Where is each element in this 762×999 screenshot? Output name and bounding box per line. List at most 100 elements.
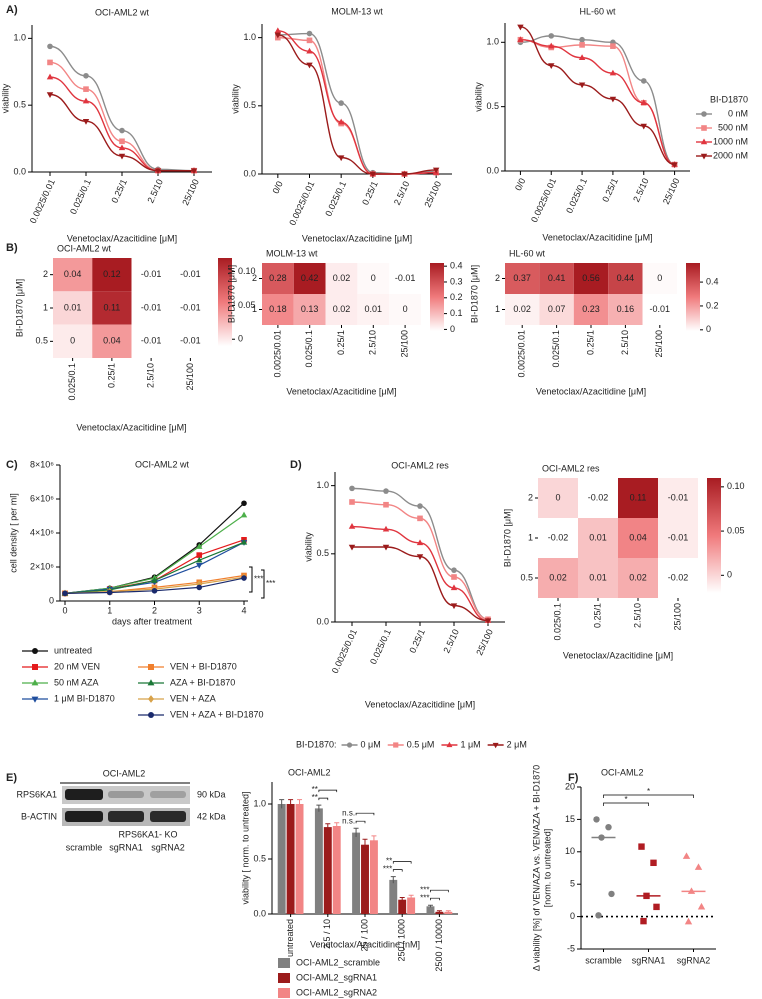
cell-label: 0.37 [513, 273, 531, 283]
curve [520, 26, 675, 166]
heatmap-cell [170, 258, 210, 292]
cell-label: 0.02 [629, 572, 647, 582]
data-point [306, 37, 313, 44]
y-tick-label: 10 [565, 846, 575, 856]
y-tick-label: 0.5 [486, 101, 499, 111]
y-tick-label: 2 [528, 492, 533, 502]
x-tick-label: 2500 / 10000 [434, 919, 444, 972]
bar [426, 906, 435, 914]
heatmap-cell [131, 291, 171, 325]
data-point [650, 859, 657, 867]
heatmap-cell [578, 478, 618, 518]
y-tick-label: 1.0 [13, 33, 26, 43]
y-tick-label: 2 [252, 273, 257, 283]
y-tick-label: 5 [570, 879, 575, 889]
data-point [83, 86, 89, 92]
data-point [593, 816, 600, 823]
cell-label: 0 [657, 273, 662, 283]
colorbar-label: 0.4 [450, 261, 463, 271]
colorbar-label: 0.10 [238, 266, 256, 276]
blot-band [150, 791, 186, 798]
cell-label: -0.01 [668, 532, 689, 542]
blot-title: OCI-AML2 [103, 768, 146, 778]
y-tick-label: 1.0 [486, 37, 499, 47]
data-point [151, 588, 158, 594]
x-tick-label: 0.0025/0.01 [272, 330, 282, 378]
heatmap-cell [131, 324, 171, 358]
chart-title: OCI-AML2 [288, 767, 331, 777]
bar [407, 897, 416, 914]
x-axis-label: Venetoclax/Azacitidine [μM] [286, 386, 396, 396]
data-point [46, 92, 54, 98]
data-point [548, 42, 555, 49]
curve [277, 32, 437, 175]
colorbar-label: 0.2 [706, 300, 719, 310]
heatmap-cell [170, 324, 210, 358]
y-tick-label: 0.5 [13, 100, 26, 110]
y-axis-label: viability [ norm. to untreated] [240, 791, 250, 904]
legend-label: 20 nM VEN [54, 661, 100, 671]
data-point [417, 503, 423, 509]
legend-label: VEN + BI-D1870 [170, 661, 237, 671]
heatmap-cell [658, 478, 698, 518]
y-axis-label: viability [473, 82, 483, 112]
heatmap-cell [262, 263, 294, 294]
data-point [382, 544, 390, 551]
chart-title: OCI-AML2 res [391, 460, 449, 470]
cell-label: 0 [555, 492, 560, 502]
y-axis-label: BI-D1870 [μM] [502, 509, 512, 567]
heatmap-cell [389, 294, 421, 325]
significance-bracket [603, 794, 694, 798]
x-tick-label: 0.0025/0.01 [517, 330, 527, 378]
heatmap-cell [608, 263, 643, 294]
data-point [595, 912, 602, 919]
error-bar [445, 910, 451, 913]
cell-label: 0.12 [103, 269, 121, 279]
heatmap-cell [573, 263, 609, 294]
significance-label: *** [266, 579, 275, 588]
cell-label: 0.01 [589, 572, 607, 582]
legend-swatch [278, 958, 290, 968]
data-point [190, 168, 198, 175]
data-point [306, 30, 313, 37]
data-point [240, 538, 248, 545]
western-blot: E) OCI-AML2 RPS6KA1 B-ACTIN 90 kDa 42 kD… [6, 768, 226, 852]
legend-label: VEN + AZA [170, 693, 216, 703]
cell-label: 0.56 [582, 273, 600, 283]
heatmap-cell [658, 558, 698, 598]
significance-label: ** [312, 793, 318, 802]
x-tick-label: 0.0025/0.01 [287, 180, 316, 227]
y-axis-label: viability [303, 532, 313, 562]
x-tick-label: 0.25/1 [106, 363, 116, 388]
legend-marker [346, 742, 353, 748]
heatmap-cell [325, 294, 358, 325]
cell-label: 0.04 [64, 269, 82, 279]
bar [361, 844, 369, 914]
colorbar-label: 0.2 [450, 292, 463, 302]
error-bar [390, 876, 396, 884]
data-point [383, 488, 389, 494]
x-axis-label: days after treatment [112, 616, 193, 626]
heatmap-cell [262, 294, 294, 325]
x-tick-label: 25 / 100 [359, 919, 369, 952]
chart-title: OCI-AML2 wt [95, 7, 150, 17]
data-point [306, 62, 313, 69]
x-tick-label: 25/100 [474, 628, 495, 657]
panel-label: A) [6, 4, 18, 16]
error-bar [288, 799, 294, 809]
colorbar-label: 0.3 [450, 276, 463, 286]
cell-label: -0.01 [650, 304, 671, 314]
legend-title: BI-D1870: [296, 739, 337, 749]
curve [520, 35, 675, 166]
error-bar [297, 799, 303, 809]
data-point [196, 556, 203, 563]
data-point [578, 54, 586, 60]
chart-title: MOLM-13 wt [266, 248, 318, 258]
heatmap-cell [293, 263, 326, 294]
data-point [196, 563, 203, 569]
data-point [119, 138, 125, 145]
data-point [517, 24, 524, 31]
x-tick-label: 0.25/1 [360, 180, 380, 207]
significance-bracket [318, 797, 329, 801]
x-tick-label: 0/0 [270, 180, 284, 196]
